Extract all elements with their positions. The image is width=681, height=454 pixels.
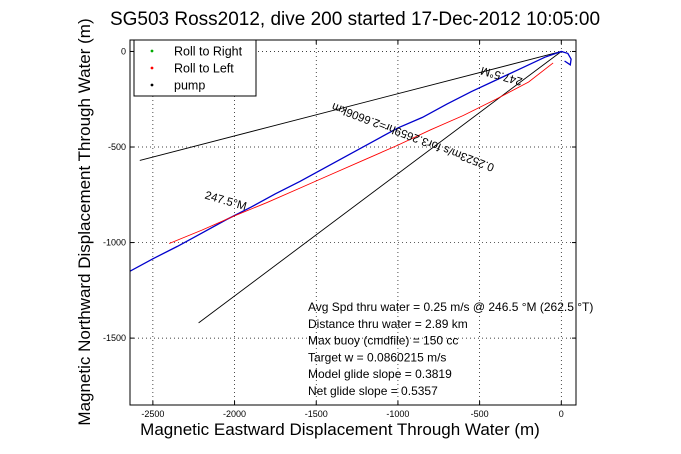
- x-tick-label: -1000: [386, 409, 409, 419]
- x-tick-label: 0: [559, 409, 564, 419]
- legend-label: pump: [174, 79, 205, 93]
- stats-line: Avg Spd thru water = 0.25 m/s @ 246.5 °M…: [308, 300, 593, 314]
- legend-label: Roll to Right: [174, 45, 243, 59]
- glider-track-line: [169, 62, 554, 244]
- legend-box: [133, 39, 257, 97]
- stats-line: Target w = 0.0860215 m/s: [308, 350, 446, 364]
- stats-line: Model glide slope = 0.3819: [308, 367, 452, 381]
- legend-label: Roll to Left: [174, 62, 234, 76]
- chart-title: SG503 Ross2012, dive 200 started 17-Dec-…: [110, 9, 600, 30]
- x-axis-label: Magnetic Eastward Displacement Through W…: [140, 420, 540, 439]
- glider-track-line: [130, 50, 572, 272]
- x-tick-label: -500: [471, 409, 489, 419]
- y-axis-label: Magnetic Northward Displacement Through …: [75, 18, 94, 425]
- data-series: [130, 50, 572, 272]
- stats-line: Distance thru water = 2.89 km: [308, 317, 468, 331]
- y-axis-ticks: -1500 -1000 -500 0: [103, 46, 576, 343]
- grid-lines: [130, 40, 576, 405]
- legend-marker: [150, 49, 154, 53]
- plot-background: [130, 40, 576, 405]
- legend: Roll to Right Roll to Left pump: [133, 39, 257, 97]
- y-tick-label: 0: [121, 46, 126, 56]
- x-tick-label: -2000: [223, 409, 246, 419]
- legend-marker: [150, 66, 154, 70]
- y-tick-label: -500: [108, 142, 126, 152]
- x-tick-label: -1500: [305, 409, 328, 419]
- plot-frame: [129, 39, 577, 406]
- heading-reference-line: [139, 51, 562, 161]
- x-tick-label: -2500: [141, 409, 164, 419]
- y-tick-label: -1000: [103, 238, 126, 248]
- legend-marker: [150, 83, 154, 87]
- stats-line: Net glide slope = 0.5357: [308, 384, 438, 398]
- y-tick-label: -1500: [103, 333, 126, 343]
- stats-block: Avg Spd thru water = 0.25 m/s @ 246.5 °M…: [308, 300, 593, 398]
- stats-line: Max buoy (cmdfile) = 150 cc: [308, 334, 458, 348]
